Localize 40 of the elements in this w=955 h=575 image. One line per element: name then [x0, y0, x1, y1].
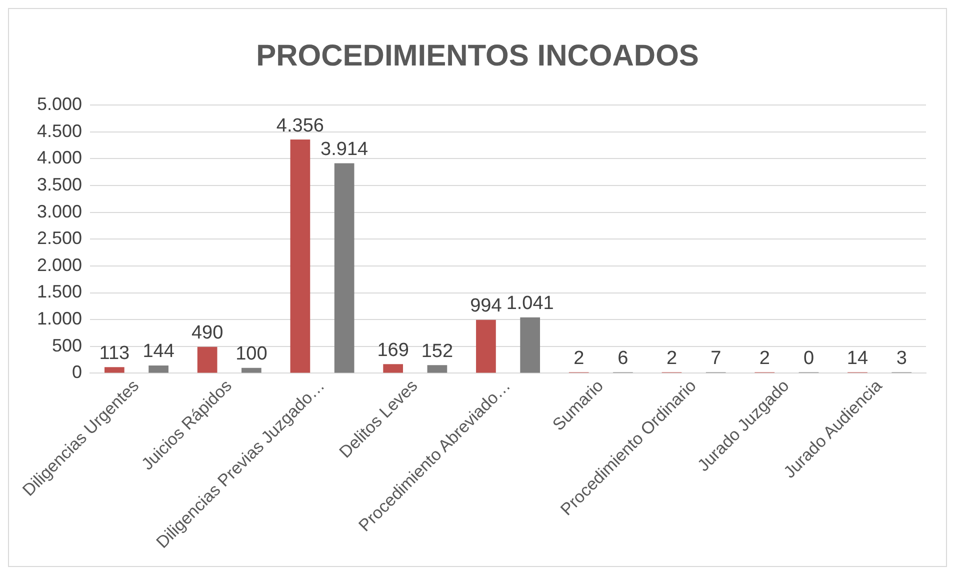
bar	[148, 365, 168, 373]
bar	[334, 163, 354, 373]
y-tick-label: 0	[72, 362, 82, 382]
data-label: 3.914	[320, 138, 369, 160]
bar	[427, 365, 448, 373]
y-tick-label: 2.500	[36, 228, 82, 248]
bar	[104, 367, 124, 373]
bar	[197, 346, 218, 373]
data-label: 0	[803, 348, 814, 369]
data-label: 144	[142, 341, 175, 362]
y-tick-label: 2.000	[36, 254, 82, 275]
y-tick-label: 1.000	[36, 308, 82, 329]
data-label: 3	[896, 348, 907, 369]
data-label: 113	[99, 342, 130, 364]
data-label: 2	[574, 348, 584, 369]
y-tick-label: 1.500	[36, 282, 82, 302]
chart-title: PROCEDIMIENTOS INCOADOS	[256, 39, 699, 72]
data-label: 100	[236, 344, 268, 365]
y-tick-label: 4.000	[36, 148, 82, 168]
data-label: 2	[666, 348, 678, 369]
data-label: 4.356	[276, 115, 324, 136]
bar	[476, 320, 496, 373]
y-tick-label: 3.000	[36, 201, 82, 222]
bar	[383, 364, 404, 373]
data-label: 14	[846, 348, 868, 369]
data-label: 152	[421, 340, 454, 362]
data-label: 994	[470, 296, 502, 317]
y-tick-label: 3.500	[36, 174, 82, 194]
data-label: 490	[191, 322, 224, 344]
data-label: 6	[618, 348, 628, 369]
y-tick-label: 500	[52, 335, 82, 356]
data-label: 1.041	[506, 293, 554, 314]
data-label: 2	[759, 348, 770, 369]
bar	[520, 317, 540, 373]
y-tick-label: 5.000	[36, 94, 82, 114]
y-tick-label: 4.500	[36, 120, 82, 141]
data-label: 7	[710, 348, 722, 369]
bar	[242, 368, 262, 373]
data-label: 169	[377, 340, 409, 361]
bar	[290, 140, 310, 373]
